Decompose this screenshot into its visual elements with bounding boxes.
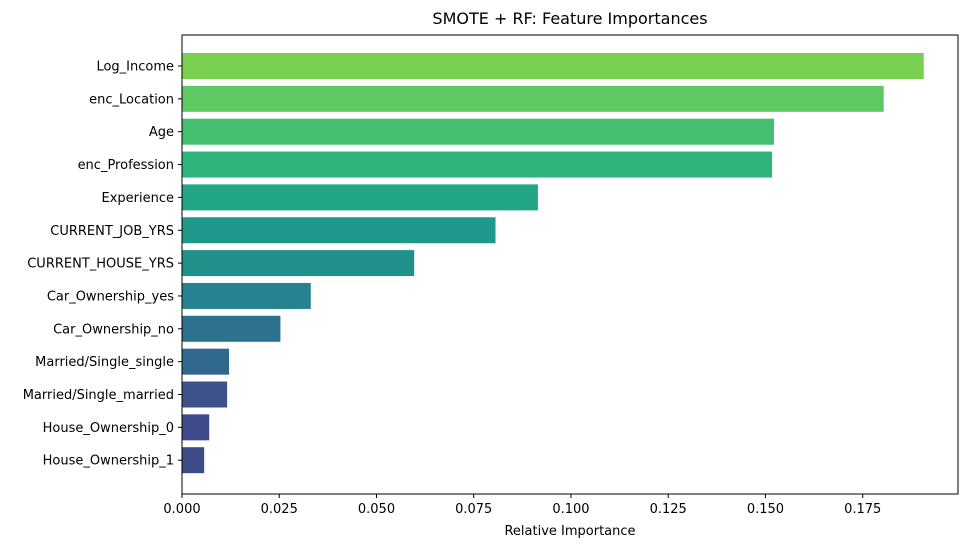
chart-title: SMOTE + RF: Feature Importances xyxy=(432,9,707,28)
y-tick-label: House_Ownership_1 xyxy=(43,454,174,469)
x-tick-label: 0.075 xyxy=(455,502,492,517)
bar xyxy=(182,250,415,277)
y-tick-label: Log_Income xyxy=(96,60,174,75)
x-tick-label: 0.150 xyxy=(747,502,784,517)
y-tick-label: Married/Single_single xyxy=(35,355,174,370)
x-tick-label: 0.025 xyxy=(261,502,298,517)
y-tick-label: Experience xyxy=(102,191,175,206)
plot-frame xyxy=(181,34,959,495)
bar xyxy=(182,118,775,145)
x-tick-label: 0.125 xyxy=(650,502,687,517)
y-tick-label: Car_Ownership_yes xyxy=(47,289,174,304)
bar xyxy=(182,348,230,375)
bar xyxy=(182,381,228,408)
bar xyxy=(182,217,496,244)
x-tick-label: 0.050 xyxy=(358,502,395,517)
bar xyxy=(182,282,311,309)
y-tick-label: Car_Ownership_no xyxy=(53,322,174,337)
bar xyxy=(182,414,210,441)
x-tick-label: 0.100 xyxy=(552,502,589,517)
x-tick-label: 0.000 xyxy=(163,502,200,517)
x-axis-label: Relative Importance xyxy=(504,524,635,539)
y-tick-label: Married/Single_married xyxy=(23,388,174,403)
y-tick-label: House_Ownership_0 xyxy=(43,421,174,436)
x-tick-label: 0.175 xyxy=(844,502,881,517)
bar xyxy=(182,151,773,178)
bar xyxy=(182,53,924,79)
bar xyxy=(182,447,205,474)
bar xyxy=(182,184,538,211)
y-tick-label: CURRENT_HOUSE_YRS xyxy=(27,257,174,272)
y-tick-label: enc_Location xyxy=(89,92,174,107)
y-tick-label: enc_Profession xyxy=(78,158,174,173)
bar xyxy=(182,315,281,342)
y-tick-label: Age xyxy=(149,125,174,140)
bar xyxy=(182,85,884,112)
y-tick-label: CURRENT_JOB_YRS xyxy=(50,224,174,239)
